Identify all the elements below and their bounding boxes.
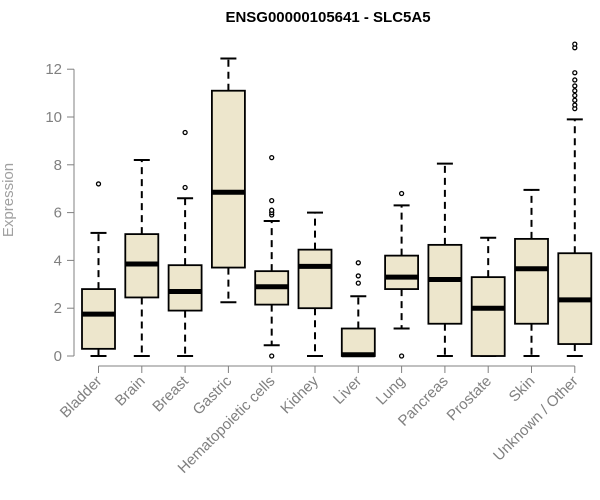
x-tick-label: Lung: [373, 373, 409, 409]
chart-title: ENSG00000105641 - SLC5A5: [225, 9, 430, 26]
outlier-point: [95, 181, 102, 187]
box-iqr: [384, 254, 420, 290]
outlier-point: [572, 41, 578, 47]
y-axis-label: Expression: [0, 163, 17, 237]
box-iqr: [427, 243, 463, 325]
box-group: [470, 236, 506, 357]
y-tick-label: 6: [54, 205, 62, 222]
box-iqr: [210, 89, 246, 269]
box-group: [81, 181, 116, 357]
box-iqr: [470, 276, 506, 357]
x-tick-label: Brain: [112, 373, 149, 410]
box-group: [297, 211, 333, 357]
x-tick-label: Skin: [506, 373, 539, 406]
outlier-point: [355, 273, 361, 279]
outlier-point: [269, 353, 275, 359]
outlier-point: [269, 154, 275, 161]
y-tick-label: 12: [45, 61, 62, 78]
outlier-point: [572, 70, 578, 76]
box-iqr: [81, 288, 116, 350]
x-tick-label: Liver: [330, 373, 365, 408]
box-group: [210, 57, 246, 304]
y-tick-label: 8: [54, 157, 62, 174]
box-iqr: [340, 327, 376, 357]
box-iqr: [514, 237, 549, 325]
box-iqr: [297, 248, 333, 310]
outlier-point: [572, 97, 578, 103]
outlier-point: [355, 280, 361, 286]
boxes-layer: [81, 41, 593, 359]
outlier-point: [182, 184, 188, 191]
outlier-point: [182, 129, 188, 136]
box-group: [514, 188, 549, 357]
outlier-point: [355, 260, 361, 266]
outlier-point: [572, 92, 578, 99]
box-group: [427, 162, 463, 357]
box-group: [384, 190, 420, 359]
outlier-point: [572, 77, 578, 83]
y-tick-label: 2: [54, 300, 62, 317]
outlier-point: [572, 88, 578, 94]
outlier-point: [398, 190, 405, 197]
box-group: [340, 260, 376, 358]
outlier-point: [398, 353, 405, 359]
box-group: [124, 159, 160, 357]
y-tick-label: 10: [45, 109, 62, 126]
y-tick-label: 0: [54, 348, 62, 365]
y-axis: 0 2 4 6 8 10 12: [45, 61, 75, 365]
box-iqr: [167, 264, 203, 312]
x-tick-label: Kidney: [277, 372, 322, 417]
x-tick-label: Breast: [149, 372, 192, 415]
x-tick-label: Bladder: [57, 373, 106, 422]
outlier-point: [269, 197, 275, 204]
box-group: [167, 129, 203, 357]
box-group: [557, 41, 593, 357]
x-tick-label: Prostate: [443, 373, 495, 425]
outlier-point: [572, 102, 578, 108]
box-group: [254, 154, 290, 359]
y-tick-label: 4: [54, 252, 62, 269]
outlier-point: [572, 83, 578, 89]
outlier-point: [269, 207, 275, 213]
